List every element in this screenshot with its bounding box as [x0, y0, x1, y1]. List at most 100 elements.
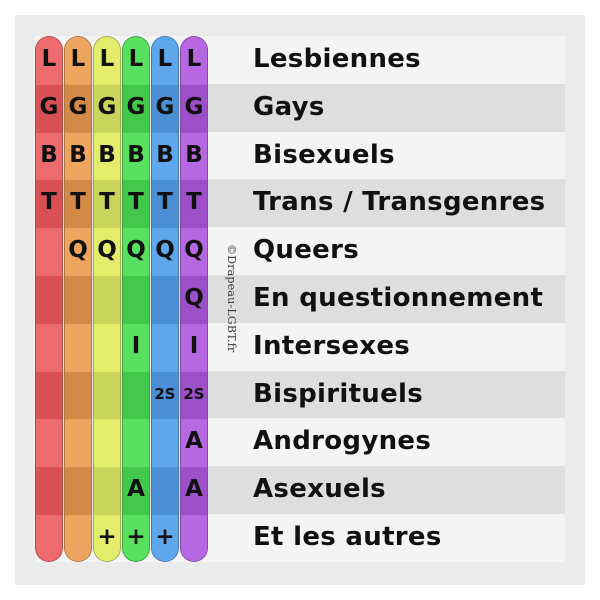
color-band	[94, 228, 120, 277]
acronym-letter: B	[40, 141, 58, 168]
color-band	[152, 37, 178, 85]
color-band	[181, 371, 207, 420]
color-band	[94, 180, 120, 229]
color-band	[152, 419, 178, 468]
acronym-letter: B	[127, 141, 145, 168]
color-band	[94, 419, 120, 468]
color-band	[36, 515, 62, 561]
color-band	[152, 132, 178, 181]
color-column	[180, 36, 208, 562]
color-band	[65, 323, 91, 372]
row-label: Androgynes	[253, 426, 432, 457]
color-band	[36, 467, 62, 516]
acronym-letter: L	[70, 46, 86, 72]
color-band	[152, 371, 178, 420]
color-band	[123, 276, 149, 324]
color-band	[94, 37, 120, 85]
acronym-letter: B	[98, 141, 116, 168]
acronym-letter: L	[99, 46, 115, 72]
color-band	[123, 371, 149, 420]
color-band	[181, 84, 207, 133]
color-band	[152, 84, 178, 133]
color-band	[123, 515, 149, 561]
color-band	[94, 467, 120, 516]
color-band	[123, 323, 149, 372]
row-label: Gays	[253, 91, 325, 122]
row-label: Trans / Transgenres	[253, 187, 546, 218]
acronym-letter: B	[185, 141, 203, 168]
color-column	[151, 36, 179, 562]
color-band	[36, 37, 62, 85]
color-band	[123, 467, 149, 516]
color-band	[181, 180, 207, 229]
color-column	[122, 36, 150, 562]
acronym-letter: I	[189, 332, 199, 359]
row-label: Intersexes	[253, 330, 411, 361]
acronym-letter: G	[39, 93, 59, 120]
color-band	[123, 132, 149, 181]
color-band	[181, 467, 207, 516]
color-band	[94, 371, 120, 420]
color-band	[181, 276, 207, 324]
acronym-letter: T	[157, 189, 173, 216]
color-band	[94, 323, 120, 372]
color-band	[152, 515, 178, 561]
row-label: Asexuels	[253, 474, 386, 505]
color-band	[152, 323, 178, 372]
acronym-letter: Q	[126, 237, 146, 264]
acronym-letter: 2S	[154, 384, 176, 403]
acronym-letter: L	[186, 46, 202, 72]
row-label: Bisexuels	[253, 139, 395, 170]
color-column	[35, 36, 63, 562]
row-label: Bispirituels	[253, 378, 424, 409]
acronym-letter: L	[157, 46, 173, 72]
acronym-letter: Q	[68, 237, 88, 264]
acronym-letter: Q	[97, 237, 117, 264]
color-band	[36, 132, 62, 181]
acronym-letter: G	[126, 93, 146, 120]
color-band	[65, 419, 91, 468]
color-band	[94, 515, 120, 561]
acronym-letter: B	[69, 141, 87, 168]
acronym-letter: I	[131, 332, 141, 359]
color-band	[36, 84, 62, 133]
color-band	[65, 84, 91, 133]
color-column	[64, 36, 92, 562]
color-band	[181, 419, 207, 468]
acronym-letter: +	[126, 524, 146, 550]
acronym-letter: G	[97, 93, 117, 120]
color-band	[65, 228, 91, 277]
color-band	[152, 467, 178, 516]
color-band	[36, 228, 62, 277]
color-band	[181, 132, 207, 181]
color-band	[123, 419, 149, 468]
acronym-letter: B	[156, 141, 174, 168]
acronym-letter: T	[99, 189, 115, 216]
acronym-letter: +	[155, 524, 175, 550]
acronym-letter: T	[128, 189, 144, 216]
color-band	[65, 180, 91, 229]
color-band	[94, 276, 120, 324]
acronym-letter: A	[185, 428, 203, 455]
acronym-letter: Q	[184, 285, 204, 311]
color-band	[36, 276, 62, 324]
color-band	[36, 419, 62, 468]
color-band	[65, 371, 91, 420]
color-band	[65, 37, 91, 85]
acronym-letter: L	[128, 46, 144, 72]
acronym-letter: T	[70, 189, 86, 216]
watermark: ©Drapeau-LGBT.fr	[225, 244, 238, 353]
color-band	[94, 84, 120, 133]
acronym-letter: G	[155, 93, 175, 120]
color-band	[123, 37, 149, 85]
color-band	[152, 180, 178, 229]
color-band	[123, 180, 149, 229]
acronym-letter: +	[97, 524, 117, 550]
color-band	[152, 228, 178, 277]
row-label: Et les autres	[253, 522, 442, 552]
color-band	[94, 132, 120, 181]
color-column	[93, 36, 121, 562]
color-band	[65, 276, 91, 324]
acronym-letter: Q	[184, 237, 204, 264]
row-label: En questionnement	[253, 283, 544, 313]
